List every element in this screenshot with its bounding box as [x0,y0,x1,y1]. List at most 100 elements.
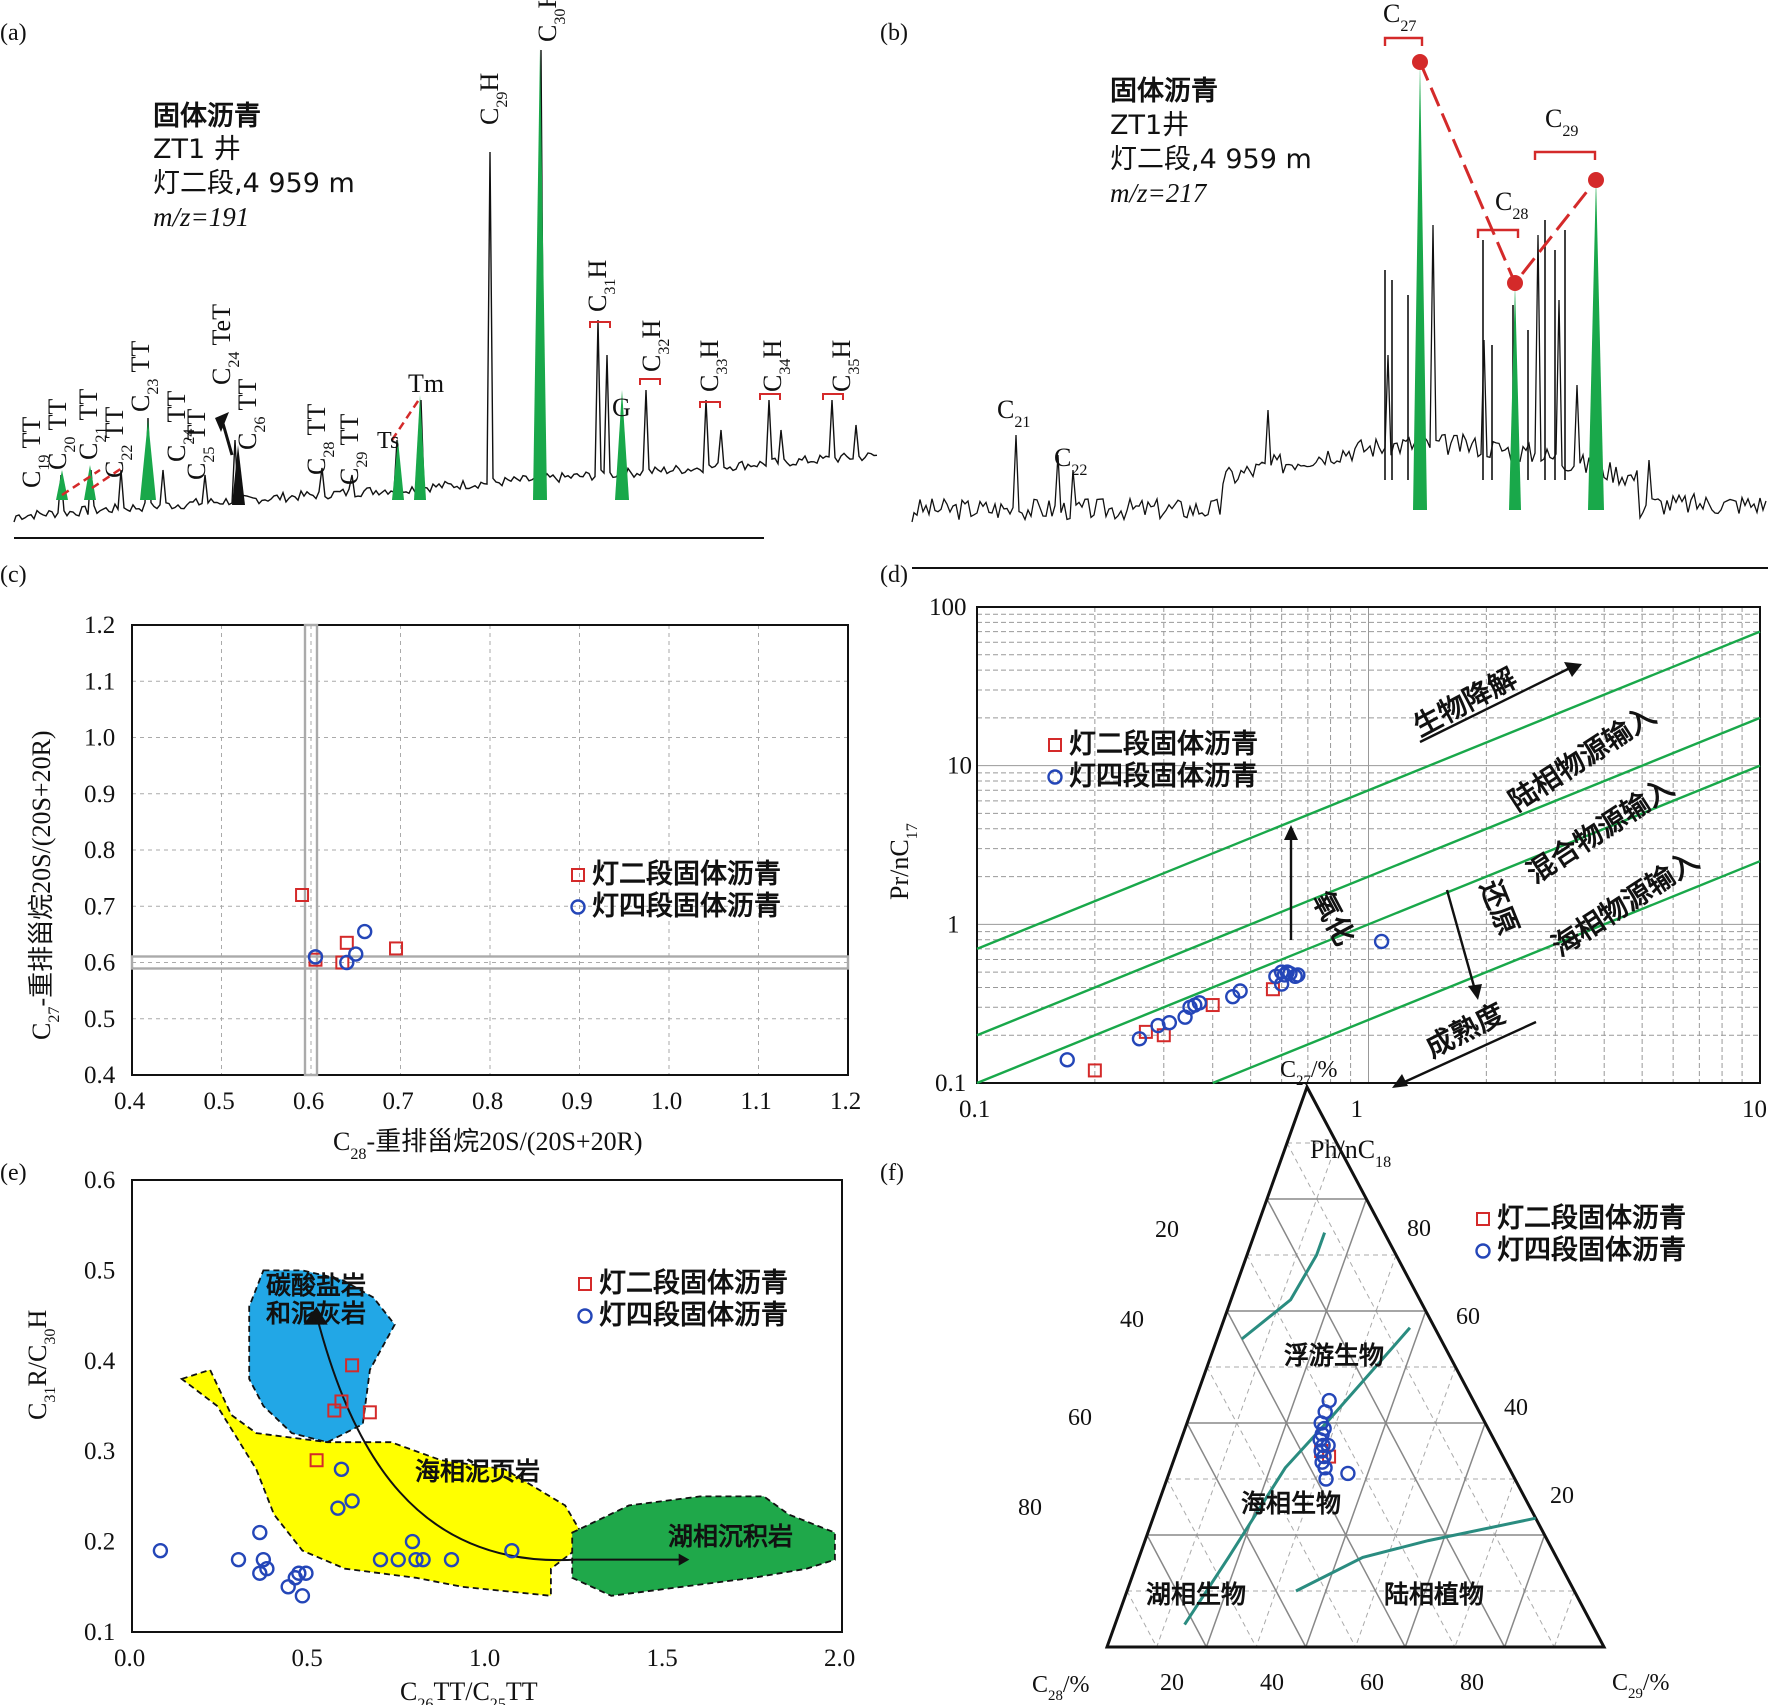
y-tick-label: 0.2 [84,1529,115,1556]
y-tick-label: 0.6 [84,1167,115,1194]
label-part: 29 [354,452,371,468]
right-axis-tick: 60 [1456,1304,1480,1330]
label-part: TT [43,399,72,437]
left-axis-tick: 40 [1120,1307,1144,1333]
peak-label: C25 TT [182,409,218,480]
ternary-grid-dashed [1553,1590,1575,1648]
label-part: -重排甾烷20S/(20S+20R) [366,1127,642,1156]
chromatogram-trace [13,49,878,523]
right-axis-tick: 40 [1504,1395,1528,1421]
y-tick-label: 0.5 [84,1257,115,1284]
legend-circle-marker [570,899,586,915]
plot-frame [131,1179,843,1633]
boundary-curve [1183,1326,1412,1626]
highlighted-peak [392,440,404,500]
arrow-head [303,1306,328,1325]
label-part: 25 [201,447,218,463]
dashed-red-line [61,468,101,497]
ternary-grid-dashed [1206,1366,1356,1648]
axis-label-c29: C29/% [1612,1670,1670,1702]
label-part: 29 [494,92,511,108]
highlighted-peak [84,465,96,500]
chromatogram-trace [911,224,1767,523]
label-part: 31 [42,1387,59,1403]
carbonate-region [248,1269,396,1444]
label-part: C [302,458,331,475]
label-part: TT [302,404,331,442]
bottom-axis-tick: 80 [1460,1670,1484,1696]
red-dot [1412,54,1428,70]
arrow-label: 氧化 [1306,886,1361,951]
label-part: C [533,25,562,42]
maturity-arrow [1399,1020,1537,1086]
legend-square-marker [1476,1212,1490,1226]
tet-peak [232,445,245,505]
label-part: C [1358,1135,1375,1164]
red-bracket [589,321,611,328]
peak-label: C29H [475,73,511,125]
label-part: C [583,295,612,312]
label-part: C [182,463,211,480]
highlighted-peak [615,390,629,500]
legend-circle-marker [1475,1243,1491,1259]
region-label: 陆相植物 [1384,1580,1484,1609]
x-tick-label: 0.4 [114,1088,146,1115]
peak-label: C23 TT [126,341,162,412]
label-part: C [162,445,191,462]
label-part: C [475,108,504,125]
label-part: C [43,453,72,470]
ternary-grid-dashed [1166,1478,1257,1648]
ternary-grid-line [1404,1422,1486,1648]
arrow-head [1284,825,1298,840]
panel-letter: (e) [0,1160,27,1186]
peak-label: C28 TT [302,404,338,475]
label-part: 17 [904,823,921,839]
threshold-band [130,955,850,970]
peak-label: C29 [1545,104,1578,140]
region-label: 湖相沉积岩 [668,1522,793,1551]
dashed-red-line [91,466,123,490]
highlighted-peak [414,395,426,500]
label-part: C [27,1023,56,1040]
y-tick-label: 0.6 [84,950,115,977]
label-part: 33 [714,359,731,375]
label-part: H [695,340,724,359]
square-point [1087,1063,1102,1078]
circle-point [307,949,324,965]
label-part: C [1383,0,1400,28]
ternary-grid-dashed [1355,1366,1456,1648]
label-part: H [533,0,562,9]
label-part: C [472,1677,489,1705]
square-point [345,1358,360,1373]
label-part: C [885,839,914,856]
region-label: 海相泥页岩 [415,1457,540,1486]
circle-point [339,954,355,971]
circle-point [1316,1420,1332,1437]
ternary-grid-line [1226,1310,1406,1648]
y-tick-label: 1.0 [84,725,115,752]
label-part: 30 [552,9,569,25]
peak-label: C32H [637,320,673,372]
arrow-head [678,1553,690,1566]
circle-point [230,1551,247,1568]
label-part: 35 [846,359,863,375]
legend-circle-marker [577,1308,593,1324]
highlighted-peak [140,420,156,500]
panel-letter: (c) [0,562,27,588]
highlighted-peak [56,470,68,500]
label-part: TT [162,391,191,429]
peak-label: C34H [758,340,794,392]
axis-label-c28: C28/% [1032,1672,1090,1704]
label-part: 20 [62,437,79,453]
circle-point [1161,1014,1178,1031]
circle-point [1318,1471,1334,1487]
x-axis-label: C26TT/C25TT [400,1677,538,1705]
red-dot [1507,275,1523,291]
label-part: 26 [417,1696,433,1705]
x-tick-label: 2.0 [824,1645,855,1672]
label-part: TT [335,414,364,452]
y-tick-label: 1 [947,911,960,938]
label-part: 24 [226,352,243,368]
